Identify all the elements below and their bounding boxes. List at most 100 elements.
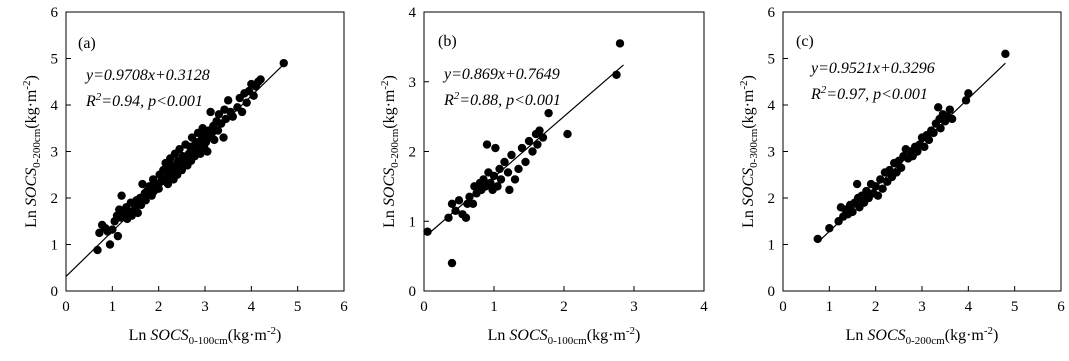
x-axis-title: Ln SOCS0-100cm(kg·m-2) [488,325,641,347]
panel-b: 0 1 2 3 4 0 1 2 3 4 Ln SOCS0-100cm(kg·m-2) Ln SOCS0… [379,5,708,347]
y-tick-label: 2 [51,191,59,207]
x-tick-label: 6 [1057,299,1065,315]
data-point [468,199,478,209]
y-tick-label: 3 [51,145,59,161]
data-point [447,258,457,268]
r-squared-value: 0.94 [112,93,140,110]
data-point [521,157,530,167]
data-point [221,114,231,124]
y-tick-label: 4 [768,98,776,114]
data-point [117,191,126,200]
r-squared-text: R2=0.97, p<0.001 [810,84,928,103]
y-tick-label: 1 [409,214,417,230]
data-point [210,135,219,145]
p-value: 0.001 [892,86,928,103]
data-point [533,140,542,149]
data-point [896,163,906,172]
data-point [862,186,871,196]
data-point [279,58,288,68]
y-tick-label: 3 [409,75,417,91]
data-point [510,175,520,184]
plot-frame [782,11,1062,292]
y-tick-label: 4 [51,98,59,114]
y-axis-title: Ln SOCS0-200cm(kg·m-2) [379,75,401,228]
x-tick-label: 3 [630,299,638,315]
r-squared-text: R2=0.94, p<0.001 [85,91,203,110]
y-tick-label: 4 [409,5,417,21]
data-point [945,105,954,114]
p-value: 0.001 [525,92,561,109]
y-tick-label: 0 [51,284,59,300]
data-point [524,136,534,146]
x-tick-label: 2 [560,299,568,315]
data-point [876,175,885,184]
data-point [249,91,258,100]
data-point [491,143,500,153]
data-point [878,184,887,193]
data-point [852,179,862,189]
y-tick-label: 5 [51,52,59,68]
data-point [486,178,495,188]
x-tick-label: 2 [155,299,163,315]
p-value: 0.001 [167,93,203,110]
y-tick-label: 6 [768,5,776,21]
data-point [138,179,147,189]
data-point [544,108,553,118]
data-point [507,150,516,160]
r-squared-text: R2=0.88, p<0.001 [443,90,561,109]
y-tick-label: 1 [768,238,776,254]
data-point [924,135,934,145]
x-tick-label: 4 [700,299,708,315]
data-point [871,182,880,191]
data-point [493,182,502,191]
data-point [1001,49,1010,59]
data-point [141,196,150,205]
data-point [947,114,957,124]
data-point [825,224,834,233]
data-point [461,213,471,222]
r-squared-value: 0.88 [470,92,498,109]
y-tick-label: 0 [409,284,417,300]
data-point [423,227,432,236]
y-tick-label: 2 [768,191,776,207]
data-point [105,240,115,249]
data-point [223,96,233,105]
data-point [505,185,514,195]
panel-a: 0 1 2 3 4 5 6 0 1 2 3 4 5 6 Ln SOCS0-100cm(kg·m-2) Ln S… [21,5,348,347]
data-point [113,231,123,241]
data-point [175,144,184,154]
data-point [964,89,973,98]
data-point [454,196,464,205]
data-point [535,126,544,135]
x-tick-label: 4 [248,299,256,315]
regression-equation: y=0.869x+0.7649 [442,66,560,83]
y-tick-label: 0 [768,284,776,300]
panel-label: (c) [796,33,814,50]
data-point [242,98,251,107]
x-axis-title: Ln SOCS0-100cm(kg·m-2) [129,325,282,347]
data-point [237,107,247,117]
data-point [495,164,504,174]
regression-equation: y=0.9708x+0.3128 [84,67,210,84]
data-point [848,207,857,217]
data-point [563,129,572,139]
x-tick-label: 6 [340,299,348,315]
data-point [961,96,971,105]
data-point [528,147,537,156]
x-tick-label: 1 [490,299,498,315]
data-point [538,133,548,142]
data-point [514,164,523,174]
data-point [228,112,237,121]
data-point [873,191,883,200]
data-point [913,147,922,156]
data-point [133,208,143,218]
data-point [615,39,625,48]
data-point [447,199,457,209]
x-tick-label: 2 [872,299,880,315]
data-point [517,143,527,153]
data-point [885,165,894,175]
data-point [108,225,117,234]
data-point [196,149,205,159]
data-point [936,124,945,133]
x-tick-label: 1 [109,299,117,315]
